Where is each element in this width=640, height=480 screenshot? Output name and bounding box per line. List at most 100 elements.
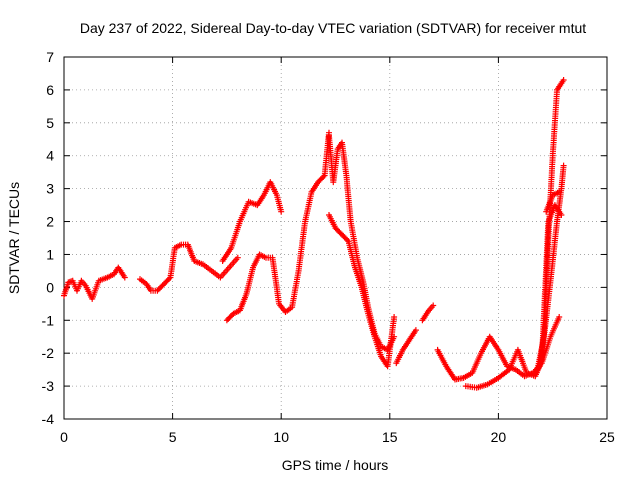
data-point <box>554 187 565 225</box>
y-axis-label: SDTVAR / TECUs <box>6 182 22 294</box>
series-seg3 <box>219 179 285 264</box>
series-seg7 <box>393 327 419 367</box>
data-point <box>289 270 302 311</box>
y-tick-label: 7 <box>46 49 54 65</box>
y-tick-label: -1 <box>42 312 55 328</box>
data-point <box>384 316 397 370</box>
data-point <box>358 284 371 315</box>
data-point <box>486 333 501 352</box>
data-point <box>256 251 268 260</box>
data-point <box>236 200 251 225</box>
series-seg5 <box>326 133 398 353</box>
data-point <box>147 287 159 294</box>
data-point <box>549 189 561 199</box>
data-point <box>339 139 350 177</box>
data-point <box>65 278 75 286</box>
data-point <box>273 192 284 213</box>
series-seg1 <box>61 264 128 302</box>
data-point <box>104 272 116 281</box>
data-point <box>302 191 315 225</box>
data-marks <box>61 77 567 391</box>
chart-title: Day 237 of 2022, Sidereal Day-to-day VTE… <box>80 20 586 36</box>
data-point <box>495 346 510 368</box>
data-point <box>434 346 449 368</box>
data-point <box>560 162 567 169</box>
data-point <box>462 383 478 391</box>
data-point <box>412 327 419 334</box>
data-point <box>308 180 320 195</box>
data-point <box>365 310 377 338</box>
data-point <box>200 261 213 273</box>
y-tick-label: 4 <box>46 148 54 164</box>
data-point <box>137 276 148 286</box>
data-point <box>506 348 521 373</box>
data-point <box>495 367 511 381</box>
y-tick-label: 6 <box>46 82 54 98</box>
data-point <box>352 264 364 289</box>
x-axis-label: GPS time / hours <box>282 457 389 473</box>
data-point <box>245 198 259 208</box>
axis-ticks: 0 5 10 15 20 25 -4 -3 -2 -1 0 1 2 3 4 5 6 7 <box>42 49 615 445</box>
series-seg6 <box>326 212 398 370</box>
data-point <box>419 309 431 324</box>
data-point <box>184 241 197 263</box>
series-seg4 <box>223 129 332 324</box>
y-tick-label: 5 <box>46 115 54 131</box>
data-point <box>208 267 222 280</box>
data-point <box>443 363 457 381</box>
data-point <box>536 332 547 370</box>
data-point <box>430 302 437 309</box>
data-point <box>469 352 484 376</box>
data-point <box>269 254 282 305</box>
data-point <box>167 247 178 281</box>
data-point <box>282 305 294 315</box>
data-point <box>558 78 566 87</box>
data-point <box>228 220 243 251</box>
data-point <box>234 254 241 261</box>
data-point <box>326 212 338 230</box>
data-point <box>178 241 189 248</box>
data-point <box>556 314 563 320</box>
data-point <box>217 266 231 281</box>
data-point <box>547 220 560 284</box>
data-point <box>121 274 128 281</box>
x-tick-label: 25 <box>599 429 615 445</box>
data-point <box>278 208 285 215</box>
data-point <box>230 308 242 317</box>
data-point <box>219 246 234 264</box>
y-tick-label: -4 <box>42 411 55 427</box>
data-point <box>226 256 240 271</box>
data-point <box>514 346 529 374</box>
data-point <box>171 242 183 251</box>
plot-frame <box>63 56 608 420</box>
data-point <box>115 264 127 279</box>
x-tick-label: 0 <box>60 429 68 445</box>
data-point <box>143 281 153 292</box>
y-tick-label: -3 <box>42 378 55 394</box>
data-point <box>236 292 249 314</box>
data-point <box>406 328 418 343</box>
x-tick-label: 10 <box>273 429 289 445</box>
data-point <box>354 254 367 285</box>
data-point <box>541 237 552 337</box>
series-seg8 <box>419 302 437 324</box>
data-point <box>343 172 354 223</box>
data-point <box>254 193 266 209</box>
data-point <box>78 277 88 288</box>
data-point <box>484 376 500 388</box>
data-point <box>425 304 435 314</box>
y-tick-label: -2 <box>42 345 55 361</box>
data-point <box>371 333 384 358</box>
data-point <box>347 218 360 259</box>
data-point <box>560 77 567 83</box>
y-tick-label: 2 <box>46 214 54 230</box>
data-point <box>250 253 262 271</box>
series-seg2 <box>137 241 241 294</box>
series-seg10 <box>462 202 565 391</box>
data-point <box>295 220 308 274</box>
y-tick-label: 1 <box>46 246 54 262</box>
data-point <box>393 348 405 367</box>
data-point <box>558 164 567 192</box>
data-point <box>532 365 542 376</box>
